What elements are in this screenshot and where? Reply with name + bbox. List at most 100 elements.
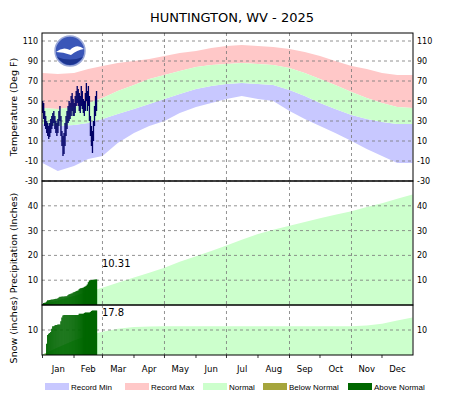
y-tick-label-right: 30: [417, 117, 427, 126]
y-tick-label-right: 10: [417, 137, 427, 146]
legend-label: Record Max: [151, 383, 194, 392]
x-tick-label: Dec: [389, 364, 406, 374]
bars: [45, 311, 97, 356]
annotation: 17.8: [102, 307, 124, 318]
y-tick-label: 10: [28, 276, 38, 285]
x-tick-label: Mar: [110, 364, 127, 374]
plot-marks: [43, 194, 413, 305]
grid-line-y: [42, 230, 413, 231]
bars: [42, 83, 97, 156]
grid-line-x: [102, 181, 103, 305]
grid-line-x: [164, 181, 165, 305]
grid-line-x: [226, 181, 227, 305]
grid-line-x: [164, 305, 165, 355]
x-tick-label: Apr: [142, 364, 157, 374]
x-tick-label: Feb: [81, 364, 96, 374]
grid-line-x: [102, 33, 103, 181]
legend-swatch: [348, 383, 372, 390]
plot-frame: [42, 33, 413, 181]
y-tick-label-right: -30: [417, 177, 430, 186]
logo-bird: [56, 46, 84, 55]
grid-line-x: [289, 305, 290, 355]
area-normal-observed-period: [43, 194, 97, 305]
grid-line-y: [42, 161, 413, 162]
x-tick-label: Nov: [358, 364, 375, 374]
grid-line-y: [42, 121, 413, 122]
y-tick-label: 20: [28, 251, 38, 260]
y-axis-title: Snow (inches): [8, 297, 19, 364]
area-normal: [43, 63, 413, 126]
grid-line-x: [351, 305, 352, 355]
y-tick-label-right: 20: [417, 251, 427, 260]
x-tick-label: Jan: [51, 364, 65, 374]
x-tick-label: Aug: [265, 364, 282, 374]
y-tick-label-right: 10: [417, 276, 427, 285]
legend-label: Record Min: [71, 383, 112, 392]
observed-temp-bar: [96, 91, 97, 111]
x-tick: [74, 355, 75, 358]
grid: [42, 181, 413, 305]
plot-marks: [43, 318, 413, 356]
logo: [55, 36, 85, 66]
x-tick-label: Jul: [236, 364, 247, 374]
y-tick-label-right: 50: [417, 97, 427, 106]
y-axis-title: Temperature (Deg F): [8, 58, 19, 157]
y-tick-label: -10: [25, 157, 38, 166]
y-tick-label-right: 10: [417, 326, 427, 335]
x-tick-label: Jun: [204, 364, 218, 374]
area-normal: [43, 318, 413, 356]
x-tick: [351, 355, 352, 358]
chart-root: HUNTINGTON, WV - 2025 -30 -30 -10 -10 10 10 30 3…: [0, 0, 465, 395]
y-tick-label-right: 90: [417, 57, 427, 66]
y-axis-title: Precipitation (Inches): [8, 193, 19, 294]
grid: [42, 305, 413, 355]
y-tick-label: 70: [28, 77, 38, 86]
y-tick-label: -30: [25, 177, 38, 186]
legend: Record MinRecord MaxNormalBelow NormalAb…: [45, 383, 425, 392]
grid-line-y: [42, 81, 413, 82]
grid-line-y: [42, 255, 413, 256]
x-tick: [319, 355, 320, 358]
y-tick-label-right: 40: [417, 202, 427, 211]
plot-frame: [42, 305, 413, 355]
grid-line-x: [164, 33, 165, 181]
logo-circle: [55, 36, 85, 66]
x-tick: [381, 355, 382, 358]
y-tick-label-right: 30: [417, 227, 427, 236]
legend-label: Above Normal: [374, 383, 425, 392]
annotation: 10.31: [102, 258, 131, 269]
plot-marks: [43, 45, 413, 171]
grid: [42, 33, 413, 181]
grid-line-y: [42, 280, 413, 281]
legend-swatch: [263, 383, 287, 390]
x-tick: [195, 355, 196, 358]
x-tick-label: Oct: [328, 364, 343, 374]
x-tick: [164, 355, 165, 358]
observed-period: [43, 194, 97, 305]
grid-line-x: [289, 181, 290, 305]
y-tick-label: 90: [28, 57, 38, 66]
observed-bar: [96, 311, 97, 356]
legend-swatch: [45, 383, 69, 390]
y-tick-label: 30: [28, 117, 38, 126]
legend-label: Below Normal: [289, 383, 339, 392]
title: HUNTINGTON, WV - 2025: [150, 10, 314, 25]
y-tick-label: 10: [28, 137, 38, 146]
y-tick-label: 110: [23, 37, 38, 46]
grid-line-y: [42, 205, 413, 206]
x-tick: [226, 355, 227, 358]
y-tick-label-right: 110: [417, 37, 432, 46]
x-tick: [102, 355, 103, 358]
x-tick: [42, 355, 43, 358]
area-normal: [43, 194, 413, 305]
grid-line-x: [351, 181, 352, 305]
grid-line-y: [42, 141, 413, 142]
grid-line-x: [289, 33, 290, 181]
x-tick-label: May: [171, 364, 189, 374]
x-tick: [257, 355, 258, 358]
grid-line-y: [42, 330, 413, 331]
y-tick-label-right: -10: [417, 157, 430, 166]
y-tick-label: 50: [28, 97, 38, 106]
legend-swatch: [125, 383, 149, 390]
y-tick-label: 10: [28, 326, 38, 335]
